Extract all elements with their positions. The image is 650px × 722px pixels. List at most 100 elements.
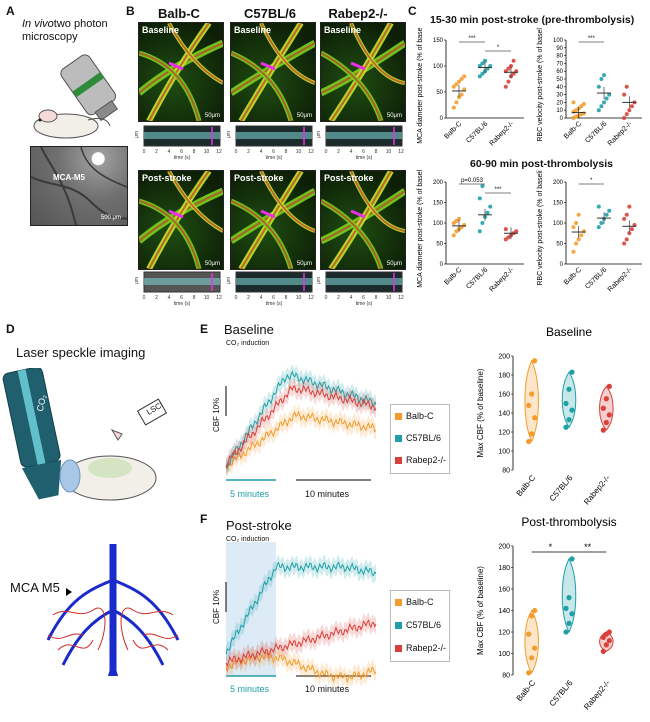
data-point [624,84,629,89]
legend-label: Balb-C [406,597,434,607]
vessel-core [148,171,210,269]
micrograph-state-label: Post-stroke [324,173,374,183]
data-point [503,84,508,89]
data-point [571,225,576,230]
micrograph-scalebar: 50μm [296,113,312,119]
legend-label: Rabep2-/- [406,455,447,465]
kymo-tick-label: 2 [337,149,340,155]
data-point [511,58,516,63]
strain-title-rabep2: Rabep2-/- [328,6,388,21]
data-point [451,84,456,89]
data-point [563,400,569,407]
legend-f-rabep2: Rabep2-/- [395,643,446,653]
y-tick-label: 50 [436,242,443,248]
kymo-tick-label: 2 [155,149,158,155]
kymo-tick-label: 12 [216,149,222,155]
kymo-ylabel: μm [134,131,140,138]
data-point [529,613,535,619]
kymo-tick-label: 0 [235,295,238,301]
trace-error-band [226,377,376,475]
panel-a-title-rest: two photon microscopy [22,18,108,43]
vessel-drawing [321,171,405,269]
legend-e: Balb-C C57BL/6 Rabep2-/- [390,404,450,474]
data-point [596,108,601,113]
y-tick-label: 60 [556,69,563,75]
x-tick-label: Balb-C [443,266,463,286]
y-tick-label: 0 [440,262,444,268]
y-tick-label: 40 [556,85,563,91]
data-point [603,419,609,426]
data-point [574,241,579,246]
kymograph-0-0: 0 2 4 6 8 10 12 time (s) μm [134,125,222,160]
micrograph-0-1: Baseline 50μm [230,22,316,122]
chart-e-cbf-traces [225,363,377,481]
panel-e-title: Baseline [224,322,274,337]
trace-line [225,370,377,469]
y-tick-label: 160 [498,587,510,594]
data-point [571,249,576,254]
y-tick-label: 80 [502,468,510,475]
kymo-xlabel: time (s) [266,301,283,306]
y-tick-label: 180 [498,565,510,572]
kymo-tick-label: 6 [272,149,275,155]
kymo-ylabel: μm [134,277,140,284]
legend-label: C57BL/6 [406,433,442,443]
data-point [569,611,575,617]
kymo-band [236,278,312,285]
micrograph-0-2: Baseline 50μm [320,22,406,122]
data-point [526,631,532,637]
y-tick-label: 200 [498,354,510,361]
x-tick-label: Rabep2-/- [488,120,515,147]
data-point [529,431,535,437]
panel-f-title: Post-stroke [226,518,292,533]
data-point [563,424,569,430]
micrograph-state-label: Post-stroke [234,173,284,183]
micrograph-0-0: Baseline 50μm [138,22,224,122]
vessel-drawing [231,23,315,121]
panel-f-time1: 5 minutes [230,684,270,694]
data-point [526,670,532,676]
data-point [569,556,575,562]
kymo-band [326,278,402,285]
chart-c1-mca-pre: 0 50 100 150 MCA diameter post-stroke (% of … [417,28,524,147]
y-tick-label: 150 [433,38,444,44]
legend-e-rabep2: Rabep2-/- [395,455,446,465]
significance-label: *** [468,36,476,42]
data-point [477,229,482,234]
y-tick-label: 0 [560,116,564,122]
vessel-core [260,171,315,232]
kymo-tick-label: 2 [247,149,250,155]
y-tick-label: 100 [553,221,564,227]
vessel-overlay [31,147,127,225]
micrograph-scalebar: 50μm [296,261,312,267]
data-point [566,386,572,392]
chart-f-cbf-traces [225,542,377,690]
panel-e-co2: CO₂ induction [226,340,270,347]
data-point [480,184,485,189]
data-point [532,358,538,364]
mca-vessel-tree [46,544,180,676]
trace-line [225,619,377,668]
y-tick-label: 0 [440,116,444,122]
y-tick-label: 100 [498,651,510,658]
panel-f-time2: 10 minutes [305,684,350,694]
micrograph-1-0: Post-stroke 50μm [138,170,224,270]
y-tick-label: 80 [502,673,510,680]
kymo-tick-label: 10 [296,295,302,301]
kymo-band [144,132,220,139]
x-tick-label: Rabep2-/- [488,266,515,293]
vessel-core [321,42,405,94]
data-point [532,607,538,614]
strain-title-c57: C57BL/6 [243,6,297,21]
y-tick-label: 150 [553,201,564,207]
data-point [457,216,461,221]
data-point [477,64,482,68]
kymo-tick-label: 4 [168,295,171,301]
micrograph-state-label: Baseline [234,25,272,35]
data-point [576,212,581,217]
chart-c3-mca-post: 0 50 100 150 200 MCA diameter post-stroke (% … [417,170,524,293]
vessel-core [240,171,302,269]
data-point [477,196,482,201]
data-point [599,221,604,225]
kymo-xlabel: time (s) [356,155,373,160]
